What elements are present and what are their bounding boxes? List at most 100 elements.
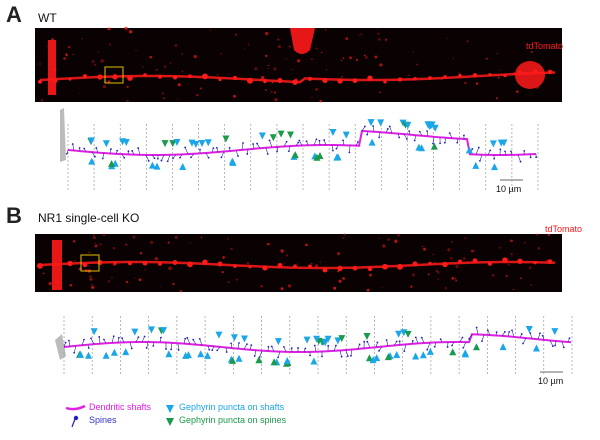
wt-spine [367,75,373,81]
ko-spine [314,345,317,352]
ko-spine-head [554,344,557,347]
ko-punctum [88,251,91,254]
wt-spine-head [477,146,480,149]
wt-punctum [163,65,167,68]
legend-gephyrin-spines: Gephyrin puncta on spines [179,415,287,425]
wt-spine [269,140,273,148]
ko-gephyrin-spine-marker [404,330,412,338]
wt-punctum [40,99,44,102]
ko-spine [262,265,268,271]
ko-spine-head [184,337,187,340]
ko-spine [127,260,133,266]
wt-gephyrin-shaft-marker [367,119,375,127]
ko-gephyrin-shaft-marker [369,356,377,364]
ko-spine [186,337,191,345]
ko-spine [415,337,419,344]
wt-punctum [319,99,322,103]
wt-spine-head [413,139,416,142]
wt-spine [475,147,480,155]
ko-punctum [172,283,175,286]
wt-punctum [515,90,519,94]
ko-spine-head [385,339,388,341]
wt-punctum [274,97,278,102]
wt-punctum [135,49,137,52]
wt-gephyrin-spine-marker [286,131,294,139]
ko-spine-head [529,332,532,334]
ko-gephyrin-shaft-marker [235,354,243,362]
wt-gephyrin-spine-marker [169,140,177,148]
wt-gephyrin-spine-marker [161,140,169,148]
ko-spine-head [64,341,67,344]
wt-spine-head [432,142,434,145]
wt-punctum [321,51,323,54]
wt-spine-head [78,147,81,149]
ko-spine [511,330,515,338]
ko-punctum [144,269,146,271]
ko-punctum [179,290,182,293]
wt-punctum [376,28,378,30]
wt-punctum [452,57,454,60]
wt-spine-head [489,149,492,152]
ko-punctum [369,273,372,277]
ko-gephyrin-shaft-marker [77,350,85,358]
panel-letter-b: B [6,203,22,228]
ko-punctum [69,283,73,287]
ko-spine [172,260,178,265]
wt-punctum [291,68,294,71]
ko-punctum [315,264,319,268]
ko-spine [202,259,208,265]
wt-spine [158,74,162,79]
ko-gephyrin-shaft-marker [310,357,318,365]
legend-shafts: Dendritic shafts [89,402,152,412]
wt-spine [352,78,358,84]
ko-punctum [89,275,92,278]
wt-spine-head [418,130,421,133]
ko-dendrite [39,260,556,270]
wt-gephyrin-spine-marker [222,135,230,143]
wt-punctum [353,55,355,58]
ko-punctum [507,264,510,266]
ko-spine [487,261,493,266]
ko-punctum [226,237,229,240]
wt-gephyrin-spine-marker [269,134,277,142]
wt-punctum [46,45,48,47]
ko-spine [199,338,203,346]
wt-spine [265,147,269,155]
wt-spine-head [386,128,389,130]
ko-spine [177,343,179,351]
ko-dendritic-shaft [63,333,572,353]
ko-punctum [436,270,440,274]
ko-punctum [447,248,451,252]
wt-punctum [495,97,498,100]
ko-spine-head [346,355,349,357]
panel-b-scale-label: 10 µm [538,376,564,386]
wt-gephyrin-shaft-marker [497,139,505,147]
ko-gephyrin-shaft-marker [499,343,507,351]
wt-punctum [126,85,129,89]
ko-spine-head [446,346,449,348]
wt-gephyrin-shaft-marker [153,162,161,170]
ko-spine [458,259,462,264]
wt-punctum [254,67,258,71]
ko-spine [333,345,337,351]
ko-spine-head [433,345,436,348]
ko-punctum [72,239,76,243]
wt-punctum [355,58,358,61]
wt-punctum [374,55,378,59]
ko-punctum [149,240,154,245]
wt-punctum [379,91,381,94]
wt-spine-head [246,153,249,155]
wt-spine [331,144,334,151]
ko-punctum [319,261,322,264]
wt-spine-head [123,156,126,159]
ko-punctum [471,249,474,253]
wt-gephyrin-shaft-marker [198,140,206,148]
ko-punctum [118,263,120,265]
ko-spine-head [426,348,429,351]
wt-gephyrin-shaft-marker [173,139,181,147]
wt-spine [277,77,283,84]
ko-spine-head [520,333,523,335]
wt-spine-head [408,130,411,133]
ko-spine-head [511,329,513,332]
ko-spine-head [420,336,423,339]
